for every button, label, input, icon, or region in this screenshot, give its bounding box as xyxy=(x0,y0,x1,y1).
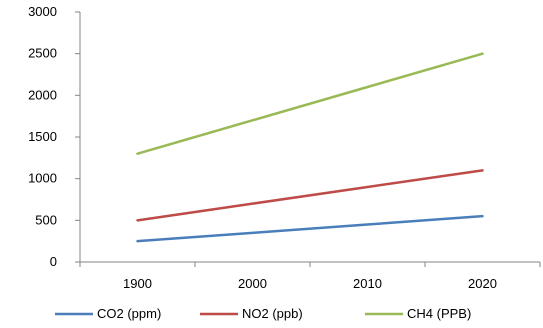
y-tick-label: 0 xyxy=(50,254,57,269)
y-tick-label: 2500 xyxy=(28,46,57,61)
series-line-1 xyxy=(136,169,484,222)
y-tick-label: 2000 xyxy=(28,87,57,102)
legend-label-0: CO2 (ppm) xyxy=(97,306,161,321)
x-tick-label: 2020 xyxy=(468,276,497,291)
plot-series xyxy=(136,52,484,243)
legend: CO2 (ppm) NO2 (ppb) CH4 (PPB) xyxy=(55,306,471,321)
y-tick-label: 1000 xyxy=(28,171,57,186)
legend-label-1: NO2 (ppb) xyxy=(242,306,303,321)
y-axis: 0 500 1000 1500 2000 2500 3000 xyxy=(28,4,81,269)
x-axis: 1900 2000 2010 2020 xyxy=(79,261,541,291)
x-tick-label: 2010 xyxy=(353,276,382,291)
series-line-2 xyxy=(136,52,484,155)
x-tick-label: 1900 xyxy=(123,276,152,291)
x-tick-label: 2000 xyxy=(238,276,267,291)
y-tick-label: 3000 xyxy=(28,4,57,19)
y-tick-label: 1500 xyxy=(28,129,57,144)
series-line-0 xyxy=(136,214,484,243)
y-tick-label: 500 xyxy=(35,212,57,227)
legend-label-2: CH4 (PPB) xyxy=(407,306,471,321)
